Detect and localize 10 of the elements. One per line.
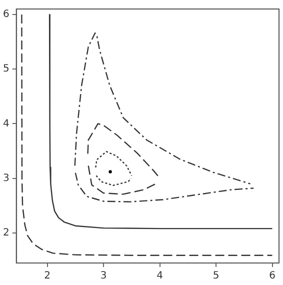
x-tick-label: 5 [212, 270, 220, 282]
y-tick-label: 5 [2, 64, 10, 75]
x-tick-label: 6 [269, 270, 276, 282]
y-tick-label: 4 [2, 118, 10, 130]
y-tick-label: 2 [2, 228, 10, 239]
x-tick-label: 3 [100, 270, 107, 282]
y-tick-label: 3 [2, 172, 10, 184]
x-tick-label: 2 [44, 270, 50, 282]
x-tick-label: 4 [156, 270, 163, 282]
y-tick-label: 6 [2, 9, 10, 20]
